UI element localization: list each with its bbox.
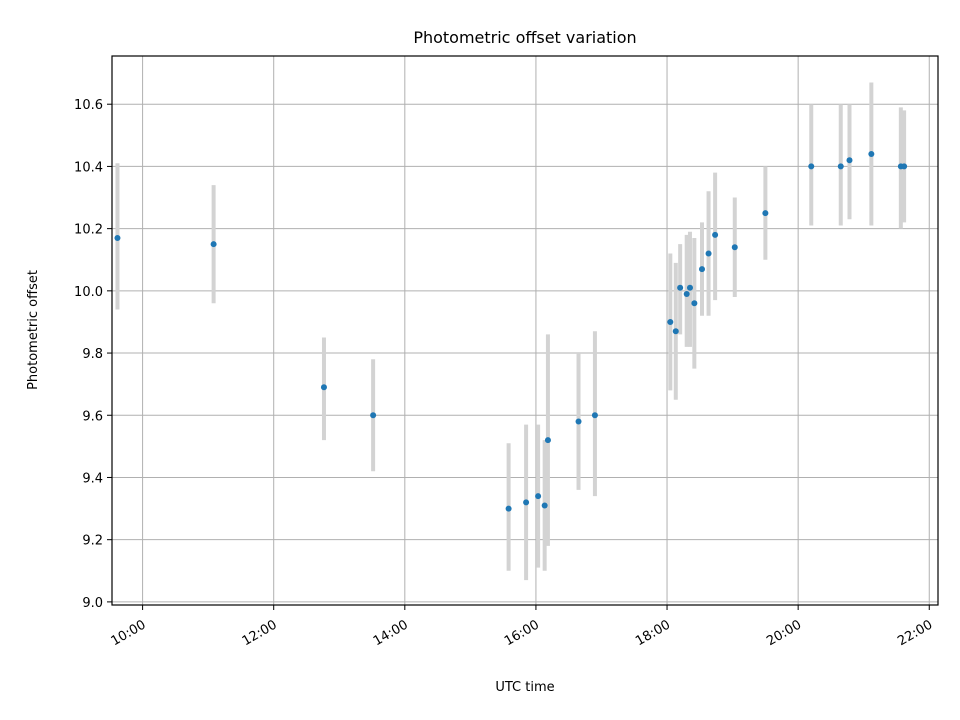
y-tick-label: 9.0 bbox=[82, 596, 103, 611]
data-point bbox=[667, 318, 674, 325]
data-point bbox=[683, 290, 690, 297]
data-point bbox=[686, 284, 693, 291]
data-point bbox=[672, 328, 679, 335]
data-point bbox=[210, 241, 217, 248]
grid bbox=[112, 56, 938, 605]
data-point bbox=[691, 300, 698, 307]
y-tick-label: 9.4 bbox=[82, 471, 103, 486]
data-point bbox=[731, 244, 738, 251]
data-point bbox=[523, 499, 530, 506]
data-point bbox=[114, 234, 121, 241]
data-points bbox=[114, 150, 908, 512]
data-point bbox=[591, 412, 598, 419]
data-point bbox=[544, 437, 551, 444]
data-point bbox=[541, 502, 548, 509]
data-point bbox=[868, 150, 875, 157]
data-point bbox=[535, 493, 542, 500]
data-point bbox=[712, 231, 719, 238]
data-point bbox=[677, 284, 684, 291]
data-point bbox=[846, 157, 853, 164]
data-point bbox=[575, 418, 582, 425]
data-point bbox=[505, 505, 512, 512]
y-tick-label: 9.8 bbox=[82, 347, 103, 362]
y-tick-label: 10.2 bbox=[74, 223, 103, 238]
y-tick-label: 10.4 bbox=[74, 160, 103, 175]
y-axis-label: Photometric offset bbox=[26, 270, 41, 390]
data-point bbox=[699, 266, 705, 273]
data-point bbox=[901, 163, 908, 170]
data-point bbox=[705, 250, 712, 257]
data-point bbox=[320, 384, 327, 391]
data-point bbox=[837, 163, 844, 170]
x-axis-label: UTC time bbox=[495, 680, 554, 695]
data-point bbox=[762, 210, 769, 217]
y-tick-label: 10.6 bbox=[74, 98, 103, 113]
data-point bbox=[808, 163, 815, 170]
chart-title: Photometric offset variation bbox=[413, 28, 636, 47]
y-axis-ticks: 9.0 9.2 9.4 9.6 9.8 10.0 10.2 10.4 10.6 bbox=[74, 98, 112, 611]
y-tick-label: 10.0 bbox=[74, 285, 103, 300]
y-tick-label: 9.2 bbox=[82, 534, 103, 549]
plot-frame bbox=[111, 55, 939, 606]
y-tick-label: 9.6 bbox=[82, 409, 103, 424]
data-point bbox=[370, 412, 377, 419]
